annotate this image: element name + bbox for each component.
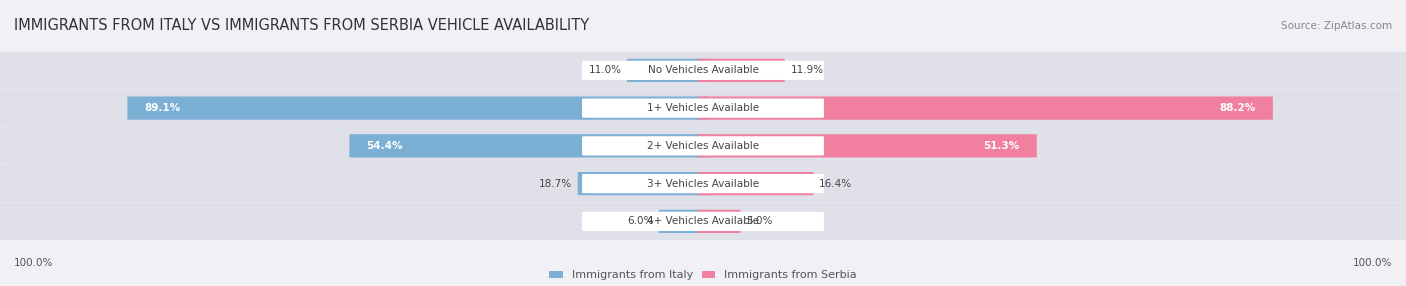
FancyBboxPatch shape — [697, 96, 1272, 120]
FancyBboxPatch shape — [659, 210, 709, 233]
Text: 11.0%: 11.0% — [588, 65, 621, 75]
Text: 16.4%: 16.4% — [820, 179, 852, 188]
Text: 11.9%: 11.9% — [790, 65, 824, 75]
Text: 51.3%: 51.3% — [984, 141, 1019, 151]
FancyBboxPatch shape — [128, 96, 709, 120]
FancyBboxPatch shape — [0, 165, 1406, 202]
FancyBboxPatch shape — [0, 52, 1406, 89]
Legend: Immigrants from Italy, Immigrants from Serbia: Immigrants from Italy, Immigrants from S… — [550, 271, 856, 281]
Text: 4+ Vehicles Available: 4+ Vehicles Available — [647, 217, 759, 226]
FancyBboxPatch shape — [697, 59, 785, 82]
Text: 54.4%: 54.4% — [366, 141, 402, 151]
FancyBboxPatch shape — [0, 127, 1406, 164]
Text: 6.0%: 6.0% — [627, 217, 654, 226]
Text: No Vehicles Available: No Vehicles Available — [648, 65, 758, 75]
Text: 88.2%: 88.2% — [1220, 103, 1256, 113]
Text: 100.0%: 100.0% — [1353, 258, 1392, 268]
FancyBboxPatch shape — [582, 98, 824, 118]
FancyBboxPatch shape — [582, 136, 824, 156]
Text: IMMIGRANTS FROM ITALY VS IMMIGRANTS FROM SERBIA VEHICLE AVAILABILITY: IMMIGRANTS FROM ITALY VS IMMIGRANTS FROM… — [14, 18, 589, 33]
FancyBboxPatch shape — [697, 134, 1036, 158]
Text: 5.0%: 5.0% — [747, 217, 773, 226]
Text: 89.1%: 89.1% — [145, 103, 180, 113]
FancyBboxPatch shape — [349, 134, 709, 158]
FancyBboxPatch shape — [697, 172, 814, 195]
Text: 100.0%: 100.0% — [14, 258, 53, 268]
Text: 2+ Vehicles Available: 2+ Vehicles Available — [647, 141, 759, 151]
FancyBboxPatch shape — [0, 90, 1406, 127]
FancyBboxPatch shape — [697, 210, 741, 233]
FancyBboxPatch shape — [0, 203, 1406, 240]
Text: 18.7%: 18.7% — [538, 179, 572, 188]
Text: Source: ZipAtlas.com: Source: ZipAtlas.com — [1281, 21, 1392, 31]
FancyBboxPatch shape — [582, 212, 824, 231]
Text: 1+ Vehicles Available: 1+ Vehicles Available — [647, 103, 759, 113]
FancyBboxPatch shape — [582, 61, 824, 80]
FancyBboxPatch shape — [582, 174, 824, 193]
Text: 3+ Vehicles Available: 3+ Vehicles Available — [647, 179, 759, 188]
FancyBboxPatch shape — [627, 59, 709, 82]
FancyBboxPatch shape — [578, 172, 709, 195]
